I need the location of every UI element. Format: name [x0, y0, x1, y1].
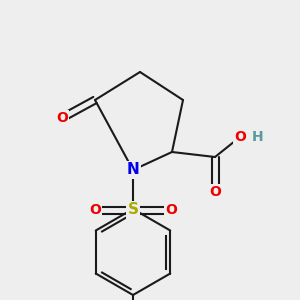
- Text: O: O: [89, 203, 101, 217]
- Text: O: O: [234, 130, 246, 144]
- Text: O: O: [56, 111, 68, 125]
- Text: O: O: [209, 185, 221, 199]
- Text: N: N: [127, 163, 140, 178]
- Text: O: O: [165, 203, 177, 217]
- Text: H: H: [252, 130, 264, 144]
- Text: S: S: [128, 202, 139, 217]
